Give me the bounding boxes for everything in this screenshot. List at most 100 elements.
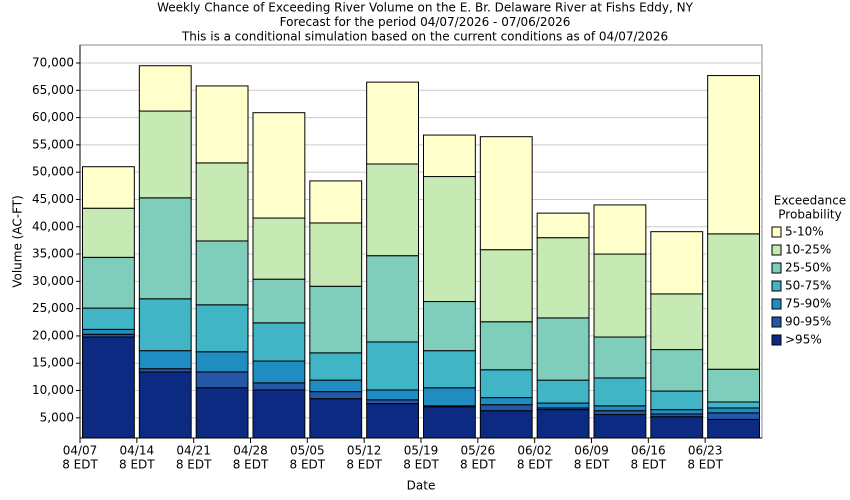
bar-segment: [593, 253, 647, 338]
bar-segment: [309, 398, 363, 439]
x-tick-label: 06/23: [688, 444, 723, 458]
x-tick-label: 8 EDT: [290, 458, 326, 472]
bar-segment: [423, 176, 476, 303]
bar-segment: [195, 351, 249, 373]
chart-title: Forecast for the period 04/07/2026 - 07/…: [280, 15, 571, 29]
bar-segment: [195, 304, 249, 353]
legend-title: Exceedance: [774, 194, 846, 208]
bar-segment: [536, 237, 590, 319]
bar-segment: [479, 136, 533, 251]
bar-segment: [309, 222, 363, 287]
legend-label: 10-25%: [785, 243, 831, 257]
chart-title: Weekly Chance of Exceeding River Volume …: [157, 1, 694, 15]
bar-segment: [593, 336, 647, 379]
bar-segment: [650, 390, 704, 411]
bar-segment: [366, 389, 419, 401]
legend-swatch: [771, 262, 782, 274]
bar-segment: [309, 391, 363, 400]
bar-segment: [138, 350, 192, 370]
bar-segment: [707, 407, 761, 414]
legend-label: 75-90%: [785, 297, 831, 311]
bar-segment: [479, 249, 533, 323]
bar-segment: [366, 255, 419, 343]
bar-segment: [252, 112, 306, 219]
legend-swatch: [771, 334, 782, 346]
bar-segment: [366, 399, 419, 405]
bar-segment: [82, 166, 135, 209]
bar-segment: [309, 285, 363, 354]
bar-segment: [195, 162, 249, 242]
bar-segment: [707, 75, 761, 235]
bar-segment: [423, 406, 476, 439]
bar-segment: [650, 231, 704, 295]
bar-segment: [423, 350, 476, 389]
legend-swatch: [771, 226, 782, 238]
bar-segment: [82, 336, 135, 439]
bar-segment: [366, 403, 419, 439]
bar-segment: [195, 85, 249, 164]
y-tick-label: 50,000: [32, 165, 74, 179]
bar-segment: [593, 405, 647, 412]
bar-segment: [309, 379, 363, 393]
bar-segment: [479, 410, 533, 439]
bar-segment: [252, 382, 306, 391]
bar-segment: [479, 397, 533, 406]
bar-segment: [195, 371, 249, 389]
bar-segment: [195, 387, 249, 439]
bar-segment: [138, 371, 192, 439]
legend-swatch: [771, 280, 782, 292]
bar-segment: [593, 204, 647, 255]
x-tick-label: 8 EDT: [631, 458, 667, 472]
bar-segment: [650, 349, 704, 392]
bar-segment: [82, 328, 135, 335]
bar-segment: [252, 360, 306, 384]
legend-swatch: [771, 316, 782, 328]
y-tick-label: 65,000: [32, 83, 74, 97]
legend-label: 90-95%: [785, 315, 831, 329]
legend-label: 5-10%: [785, 225, 824, 239]
x-tick-label: 06/16: [631, 444, 666, 458]
y-tick-label: 40,000: [32, 219, 74, 233]
x-tick-label: 05/05: [290, 444, 325, 458]
y-tick-label: 25,000: [32, 301, 74, 315]
bar-segment: [138, 65, 192, 112]
bar-segment: [195, 240, 249, 306]
y-tick-label: 70,000: [32, 56, 74, 70]
bar-segment: [138, 197, 192, 300]
bar-segment: [536, 212, 590, 239]
bar-segment: [593, 414, 647, 439]
bar-segment: [650, 409, 704, 415]
bar-segment: [82, 256, 135, 309]
x-tick-label: 8 EDT: [460, 458, 496, 472]
x-tick-label: 8 EDT: [176, 458, 212, 472]
x-tick-label: 8 EDT: [119, 458, 155, 472]
x-tick-label: 8 EDT: [574, 458, 610, 472]
y-tick-label: 5,000: [40, 410, 74, 424]
bar-segment: [536, 409, 590, 439]
x-tick-label: 05/19: [404, 444, 439, 458]
y-tick-label: 35,000: [32, 247, 74, 261]
bar-segment: [536, 379, 590, 404]
bar-segment: [707, 233, 761, 370]
chart-title: This is a conditional simulation based o…: [181, 30, 668, 44]
bar-segment: [252, 389, 306, 439]
bar-segment: [423, 134, 476, 178]
x-tick-label: 05/26: [461, 444, 496, 458]
bar-segment: [650, 293, 704, 351]
bar-segment: [707, 368, 761, 403]
bar-segment: [309, 180, 363, 224]
bar-segment: [707, 412, 761, 420]
bar-segment: [423, 387, 476, 407]
legend-label: >95%: [785, 333, 822, 347]
y-axis-label: Volume (AC-FT): [11, 195, 25, 288]
bar-segment: [252, 217, 306, 280]
x-tick-label: 04/21: [176, 444, 211, 458]
bar-segment: [479, 369, 533, 399]
y-tick-label: 55,000: [32, 137, 74, 151]
bar-segment: [707, 418, 761, 439]
bar-segment: [82, 207, 135, 258]
bar-segment: [536, 402, 590, 409]
bar-segment: [479, 404, 533, 412]
x-tick-label: 8 EDT: [403, 458, 439, 472]
bar-segment: [479, 321, 533, 371]
